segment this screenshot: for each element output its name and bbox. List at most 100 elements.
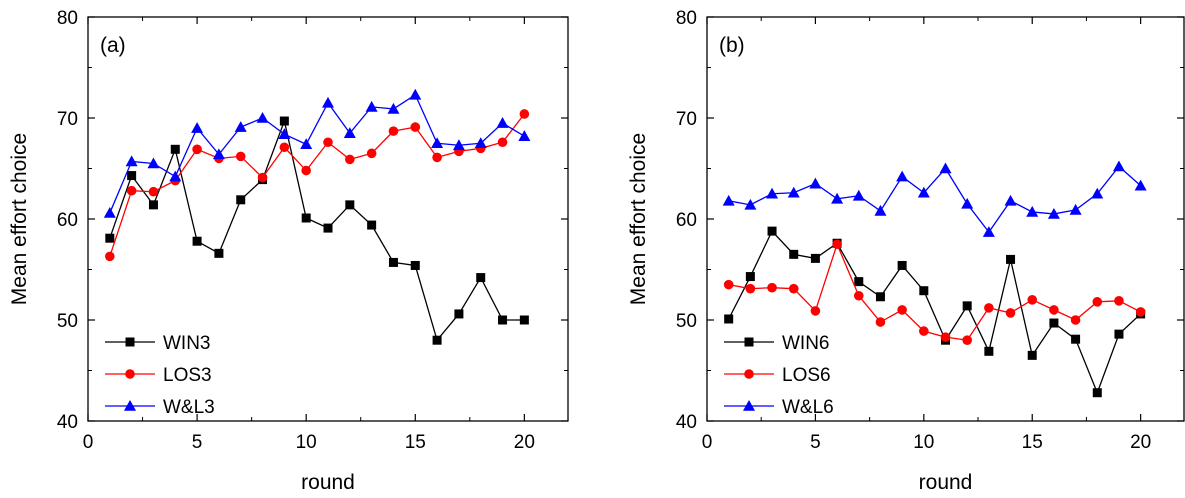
panel-label: (b) [719,34,745,57]
data-point [722,194,735,206]
series [723,239,1146,346]
data-point [767,282,777,293]
data-point [789,249,799,259]
data-point [127,171,137,181]
data-point [962,335,972,346]
legend-entry: LOS6 [724,365,831,386]
plot-frame [706,16,1185,422]
data-point [496,117,509,128]
data-point [234,121,247,132]
data-point [897,260,907,270]
data-point [279,116,289,126]
data-point [832,239,842,250]
data-point [1006,254,1016,264]
data-point [148,200,158,210]
data-point [170,144,180,154]
data-point [982,226,995,237]
data-point [105,251,115,262]
data-point [103,206,116,218]
legend-entry: WIN3 [105,333,211,354]
data-point [322,96,334,108]
x-tick-label: 20 [514,432,535,453]
data-point [367,220,377,230]
data-point [853,290,864,301]
data-point [301,213,311,223]
data-point [365,100,378,112]
data-point [432,335,442,345]
legend-label: WIN3 [163,333,211,354]
data-point [323,137,333,148]
data-point [301,165,311,176]
legend-label: W&L6 [782,397,834,418]
data-point [519,109,530,119]
data-point [1114,296,1124,306]
data-point [388,257,398,267]
data-point [257,172,268,183]
legend-entry: W&L3 [105,397,215,418]
x-tick-label: 0 [702,432,713,453]
data-point [279,142,290,153]
y-tick-label: 40 [57,412,78,433]
data-point [831,192,844,204]
legend-entry: WIN6 [724,333,830,354]
data-point [940,332,951,342]
data-point [497,137,508,148]
series-line [109,93,525,214]
data-point [875,292,885,302]
data-point [343,127,356,138]
data-point [723,279,734,290]
x-tick-label: 20 [1130,432,1151,453]
data-point [345,154,355,165]
data-point [1069,203,1082,215]
data-point [1049,318,1059,328]
data-point [454,309,464,319]
x-tick-label: 10 [296,432,317,453]
data-point [767,226,777,236]
data-point [919,326,929,336]
data-point [1047,207,1060,219]
data-point [476,273,486,283]
data-point [919,286,929,296]
data-point [766,187,779,199]
legend-marker [743,400,755,411]
data-point [410,122,421,132]
data-point [236,195,246,205]
data-point [519,315,529,325]
data-point [410,260,420,270]
y-tick-label: 70 [676,109,697,130]
data-point [387,102,400,114]
series-line [109,113,525,257]
legend-marker [124,400,136,411]
series [722,160,1147,237]
series [105,109,530,262]
chart-panel: 0 5 10 15 20 40 50 60 70 80 round Mean effort choic… [627,8,1185,494]
data-point [1114,329,1124,339]
data-point [278,128,291,139]
data-point [984,346,994,356]
data-point [148,186,159,197]
data-point [1071,334,1081,344]
data-point [214,248,224,258]
data-point [809,177,822,189]
data-point [452,139,465,151]
data-point [105,233,115,243]
x-axis-title: round [919,471,973,494]
legend-marker [744,337,754,347]
data-point [256,112,269,123]
data-point [432,152,442,163]
x-axis-title: round [301,471,355,494]
chart-panel: 0 5 10 15 20 40 50 60 70 80 round Mean effort choic… [8,8,569,494]
data-point [852,189,865,201]
data-point [169,170,182,182]
x-tick-label: 15 [1022,432,1043,453]
y-tick-label: 60 [57,210,78,231]
data-point [126,185,137,196]
data-point [961,197,974,209]
data-point [917,186,930,198]
legend-entry: W&L6 [724,397,834,418]
data-point [518,130,531,141]
legend-label: W&L3 [163,397,215,418]
plot-frame [87,16,569,422]
legend-label: LOS3 [163,365,212,386]
